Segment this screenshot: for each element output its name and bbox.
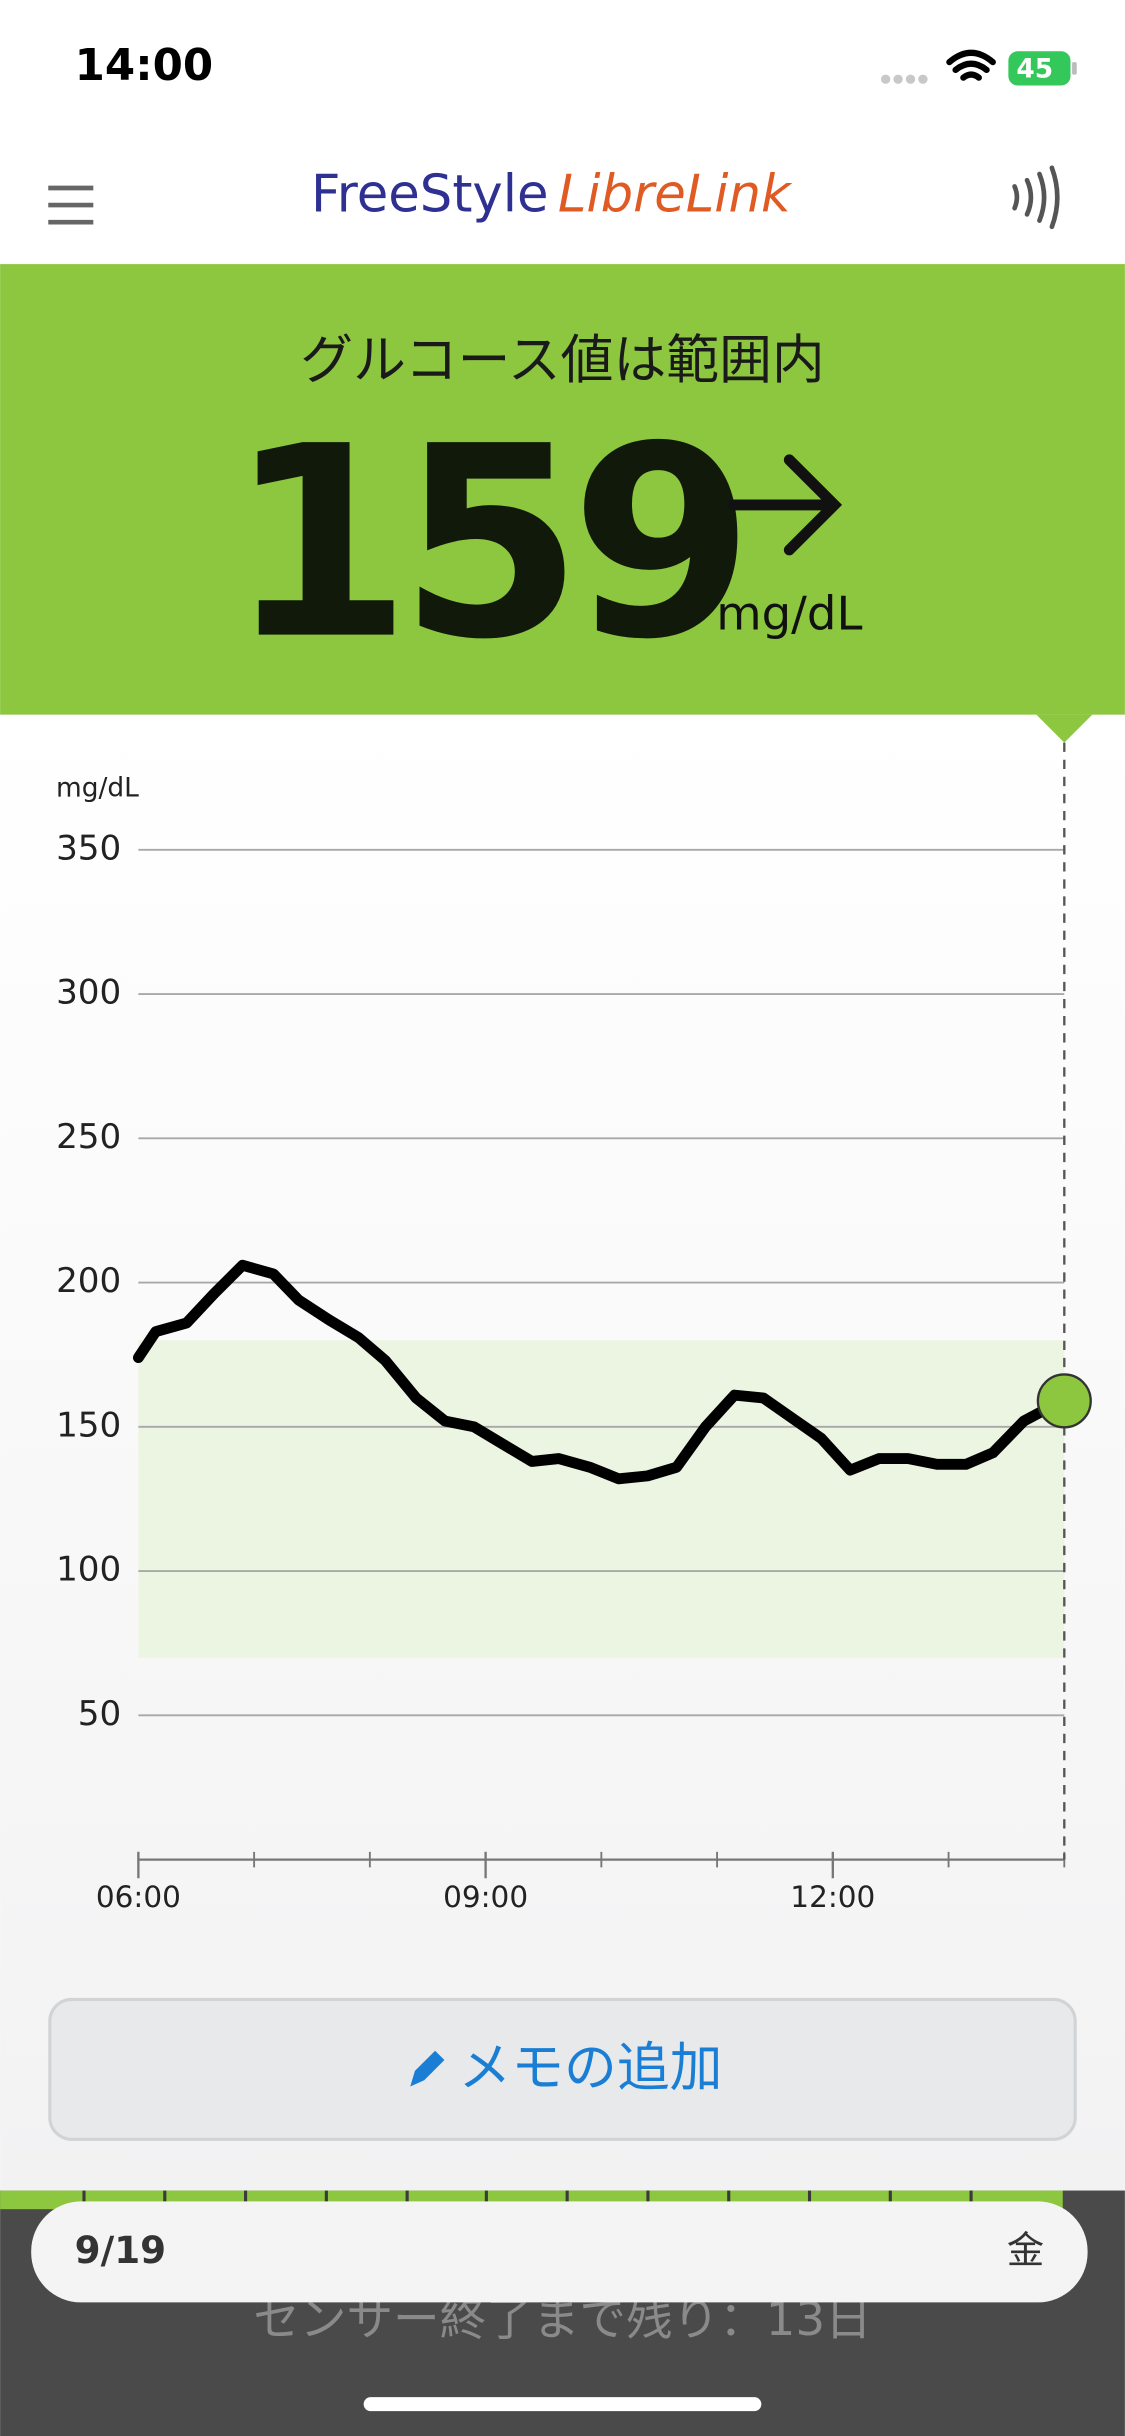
y-tick-label: 300 bbox=[56, 973, 121, 1013]
date: 9/19 bbox=[75, 2228, 166, 2272]
current-reading-dot bbox=[1036, 1373, 1092, 1429]
signal bbox=[880, 74, 928, 84]
glucose-line bbox=[132, 1259, 1057, 1485]
x-tick-label: 12:00 bbox=[790, 1880, 875, 1914]
chart: mg/dL 50 100 150 200 250 300 350 06:00 09:00 12:0… bbox=[56, 742, 1092, 1914]
battery-level: 45 bbox=[1016, 53, 1053, 84]
product: LibreLink bbox=[558, 164, 793, 224]
target-range bbox=[138, 1340, 1065, 1658]
wifi-icon bbox=[946, 49, 996, 81]
y-tick-label: 100 bbox=[56, 1550, 121, 1590]
x-tick-label: 09:00 bbox=[443, 1880, 528, 1914]
y-tick-label: 250 bbox=[56, 1117, 121, 1157]
pencil-icon bbox=[410, 2050, 445, 2087]
glucose-value: 159 bbox=[228, 391, 742, 698]
memo-label[interactable]: メモの追加 bbox=[458, 2038, 722, 2099]
panel-pointer bbox=[1036, 714, 1093, 743]
y-unit-label: mg/dL bbox=[56, 773, 139, 804]
trend-arrow bbox=[727, 454, 843, 556]
y-tick-label: 50 bbox=[78, 1694, 121, 1734]
status-text: グルコース値は範囲内 bbox=[300, 330, 824, 391]
nfc-icon[interactable] bbox=[1012, 165, 1060, 230]
status-panel bbox=[0, 264, 1125, 715]
brand: FreeStyle bbox=[311, 164, 548, 224]
weekday: 金 bbox=[1007, 2228, 1044, 2272]
x-tick-label: 06:00 bbox=[96, 1880, 181, 1914]
battery-tip bbox=[1072, 62, 1077, 75]
y-tick-label: 200 bbox=[56, 1261, 121, 1301]
y-tick-label: 350 bbox=[56, 828, 121, 868]
battery bbox=[1008, 51, 1071, 86]
y-tick-label: 150 bbox=[56, 1405, 121, 1445]
glucose-unit: mg/dL bbox=[716, 586, 862, 640]
date-pill bbox=[31, 2201, 1088, 2303]
home-indicator bbox=[363, 2397, 762, 2412]
menu-icon[interactable] bbox=[48, 185, 94, 225]
memo-button[interactable] bbox=[48, 1997, 1077, 2141]
status-time: 14:00 bbox=[75, 41, 213, 91]
